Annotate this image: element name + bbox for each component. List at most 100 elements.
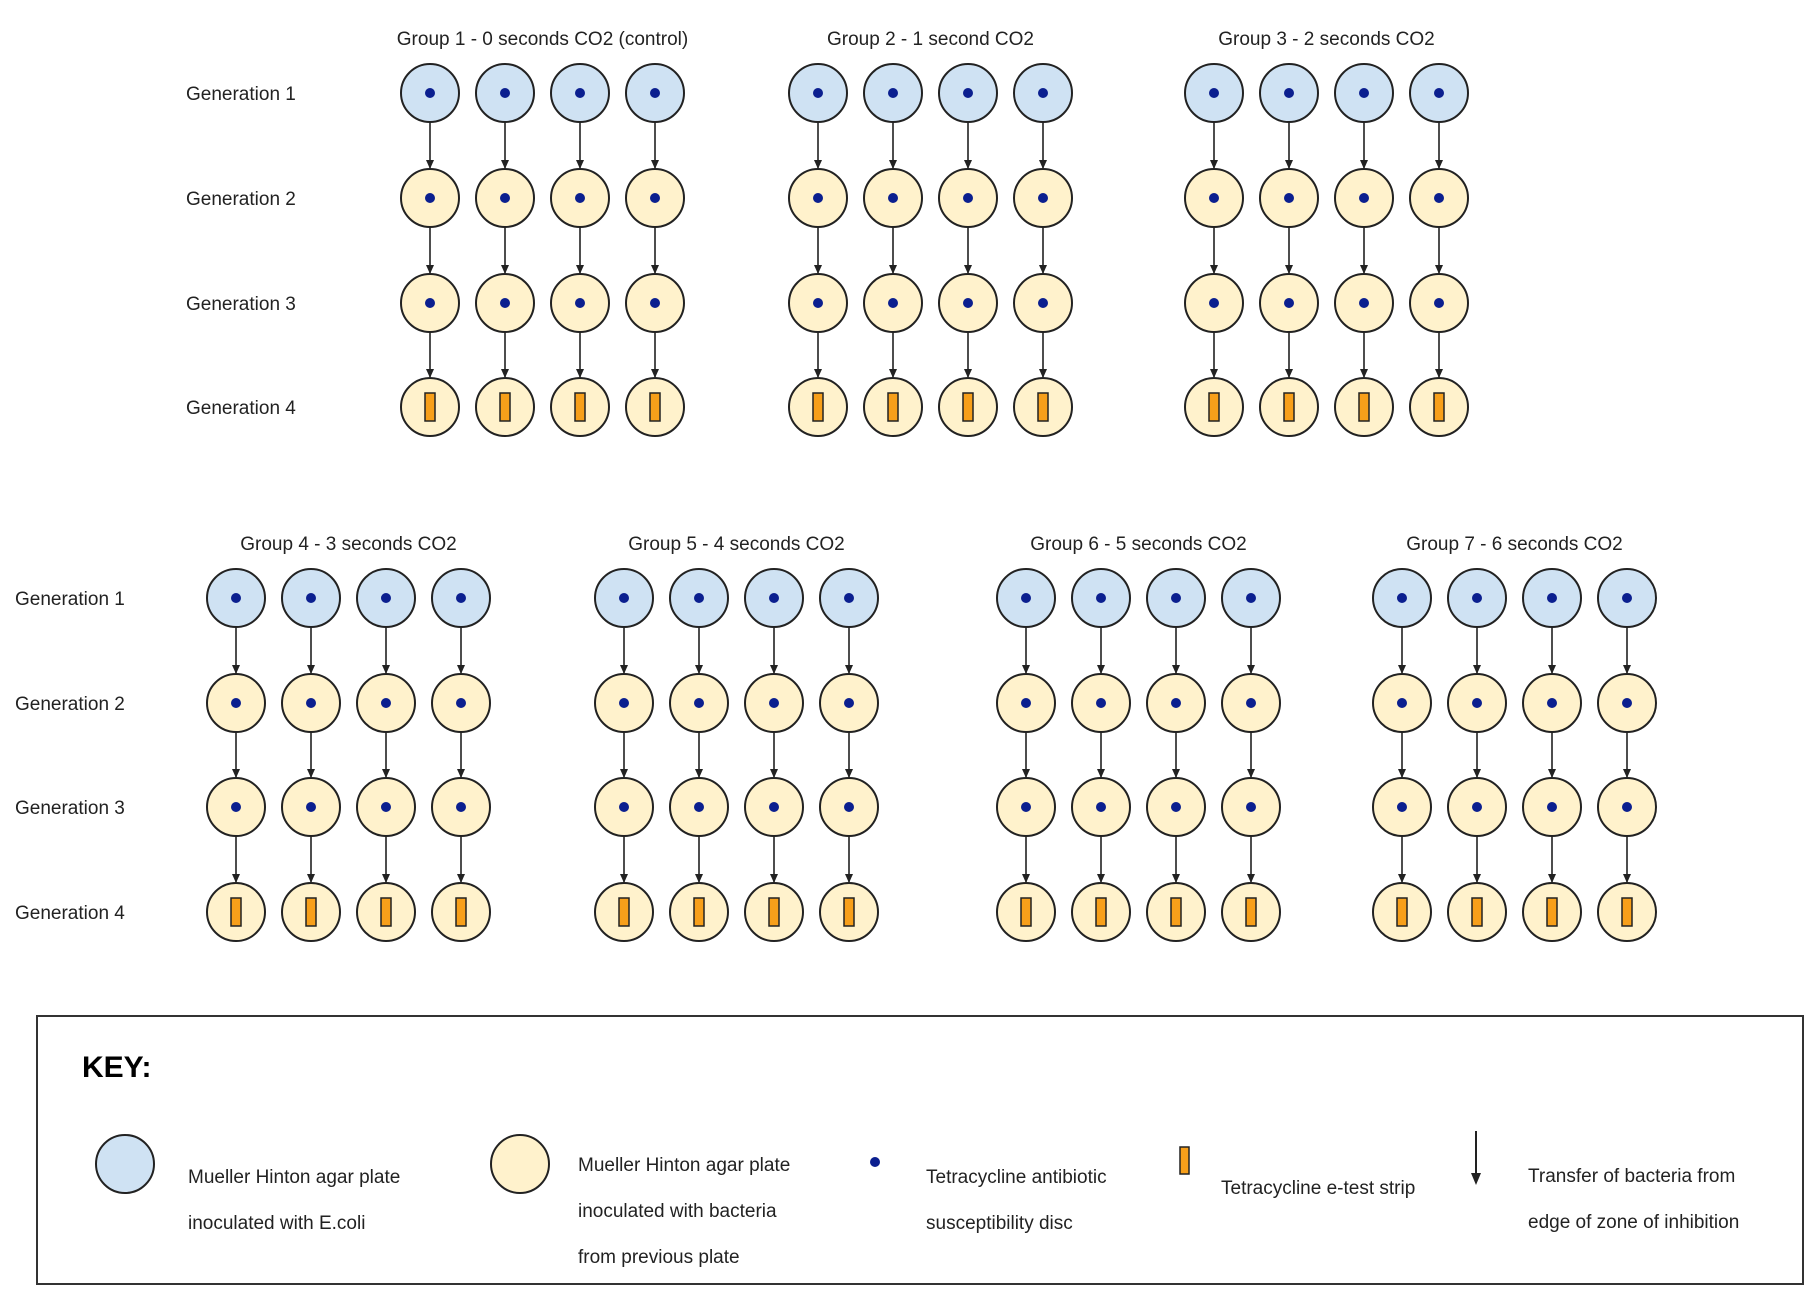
antibiotic-disc [1397, 802, 1407, 812]
etest-strip [1170, 897, 1182, 927]
group-title: Group 4 - 3 seconds CO2 [240, 534, 457, 555]
antibiotic-disc [1547, 698, 1557, 708]
group-title: Group 7 - 6 seconds CO2 [1406, 534, 1623, 555]
antibiotic-disc [306, 802, 316, 812]
antibiotic-disc [769, 593, 779, 603]
etest-strip [812, 392, 824, 422]
bacteria-plate-icon [490, 1134, 550, 1194]
etest-strip [693, 897, 705, 927]
antibiotic-disc [1622, 593, 1632, 603]
antibiotic-disc [1096, 698, 1106, 708]
antibiotic-disc [1171, 698, 1181, 708]
antibiotic-disc [1209, 193, 1219, 203]
antibiotic-disc [381, 802, 391, 812]
antibiotic-disc [500, 298, 510, 308]
etest-strip [887, 392, 899, 422]
etest-strip [1396, 897, 1408, 927]
antibiotic-disc [1359, 88, 1369, 98]
etest-strip [230, 897, 242, 927]
antibiotic-disc [694, 802, 704, 812]
antibiotic-disc [813, 193, 823, 203]
antibiotic-disc [1359, 298, 1369, 308]
antibiotic-disc [231, 802, 241, 812]
antibiotic-disc [1209, 298, 1219, 308]
antibiotic-disc [769, 698, 779, 708]
antibiotic-disc [456, 802, 466, 812]
etest-strip [1037, 392, 1049, 422]
antibiotic-disc [650, 88, 660, 98]
antibiotic-disc [1021, 593, 1031, 603]
etest-strip [649, 392, 661, 422]
generation-label: Generation 1 [186, 84, 296, 105]
antibiotic-disc [888, 298, 898, 308]
antibiotic-disc [650, 298, 660, 308]
ecoli-plate-icon [95, 1134, 155, 1194]
etest-strip [1621, 897, 1633, 927]
antibiotic-disc [1284, 298, 1294, 308]
antibiotic-disc [619, 698, 629, 708]
key-label-disc: Tetracycline antibiotic susceptibility d… [926, 1167, 1107, 1234]
antibiotic-disc [1096, 802, 1106, 812]
etest-strip [574, 392, 586, 422]
antibiotic-disc [1209, 88, 1219, 98]
antibiotic-disc [888, 88, 898, 98]
antibiotic-disc [425, 298, 435, 308]
antibiotic-disc [1171, 593, 1181, 603]
etest-strip [1245, 897, 1257, 927]
antibiotic-disc [381, 593, 391, 603]
etest-strip [305, 897, 317, 927]
antibiotic-disc [1246, 593, 1256, 603]
antibiotic-disc [694, 593, 704, 603]
antibiotic-disc [306, 593, 316, 603]
antibiotic-disc [813, 298, 823, 308]
antibiotic-disc [1622, 698, 1632, 708]
group-title: Group 3 - 2 seconds CO2 [1218, 29, 1435, 50]
antibiotic-disc [1397, 593, 1407, 603]
etest-strip [768, 897, 780, 927]
antibiotic-disc [1472, 802, 1482, 812]
antibiotic-disc [844, 698, 854, 708]
antibiotic-disc [456, 698, 466, 708]
arrow-icon [1471, 1131, 1481, 1185]
antibiotic-disc [381, 698, 391, 708]
antibiotic-disc [1434, 88, 1444, 98]
antibiotic-disc [575, 193, 585, 203]
antibiotic-disc [1284, 88, 1294, 98]
generation-label: Generation 4 [15, 903, 125, 924]
etest-strip [1546, 897, 1558, 927]
antibiotic-disc [575, 298, 585, 308]
generation-label: Generation 4 [186, 398, 296, 419]
key-label-strip: Tetracycline e-test strip [1221, 1178, 1416, 1199]
antibiotic-disc [425, 88, 435, 98]
generation-label: Generation 2 [15, 694, 125, 715]
etest-strip [843, 897, 855, 927]
etest-strip [1208, 392, 1220, 422]
experiment-diagram: Generation 1 Generation 2 Generation 3 Gene… [15, 29, 1657, 942]
etest-strip [962, 392, 974, 422]
etest-strip [1020, 897, 1032, 927]
key-label-arrow: Transfer of bacteria from edge of zone o… [1528, 1166, 1740, 1233]
antibiotic-disc [1038, 298, 1048, 308]
group-title: Group 2 - 1 second CO2 [827, 29, 1034, 50]
group-title: Group 5 - 4 seconds CO2 [628, 534, 845, 555]
antibiotic-disc [306, 698, 316, 708]
antibiotic-disc [1359, 193, 1369, 203]
etest-strip [1358, 392, 1370, 422]
antibiotic-disc [963, 298, 973, 308]
antibiotic-disc [456, 593, 466, 603]
antibiotic-disc [844, 802, 854, 812]
etest-strip [380, 897, 392, 927]
etest-strip [1283, 392, 1295, 422]
antibiotic-disc [963, 88, 973, 98]
etest-strip [499, 392, 511, 422]
etest-strip [1095, 897, 1107, 927]
antibiotic-disc [619, 593, 629, 603]
antibiotic-disc [1472, 593, 1482, 603]
generation-label: Generation 2 [186, 189, 296, 210]
antibiotic-disc [963, 193, 973, 203]
antibiotic-disc [231, 698, 241, 708]
antibiotic-disc [619, 802, 629, 812]
antibiotic-disc [1246, 802, 1256, 812]
etest-strip [424, 392, 436, 422]
antibiotic-disc [425, 193, 435, 203]
